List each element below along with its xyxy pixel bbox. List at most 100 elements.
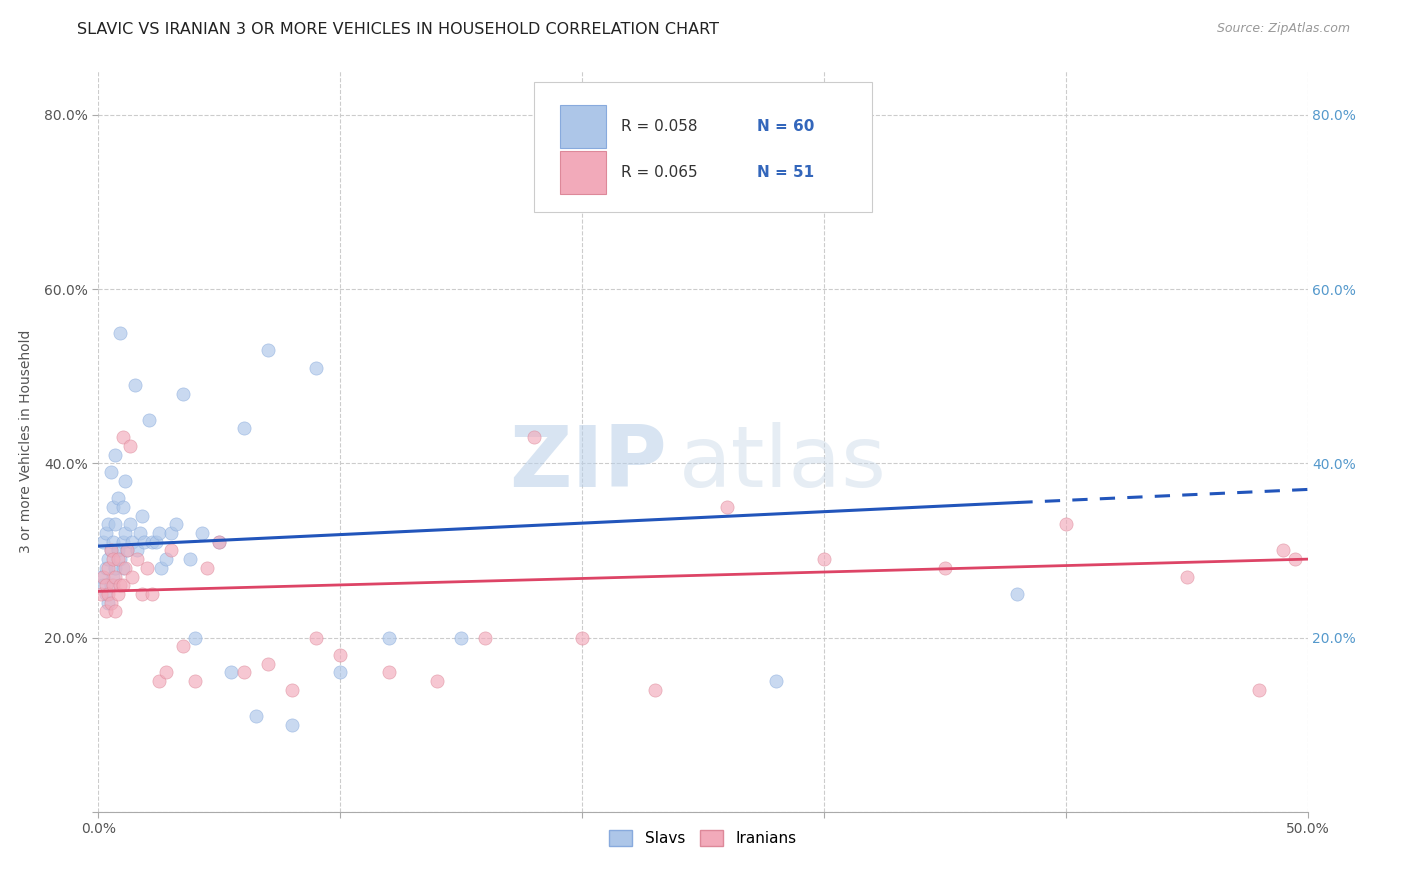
Slavs (91, 534, 114, 549)
Iranians (104, 569, 127, 583)
Iranians (329, 648, 352, 662)
Slavs (111, 534, 134, 549)
Slavs (160, 526, 183, 541)
Slavs (232, 421, 254, 435)
Iranians (474, 631, 496, 645)
Iranians (1284, 552, 1306, 566)
Slavs (172, 386, 194, 401)
Slavs (138, 413, 160, 427)
Iranians (107, 587, 129, 601)
Slavs (118, 517, 141, 532)
Slavs (97, 552, 120, 566)
Iranians (118, 439, 141, 453)
Slavs (94, 561, 117, 575)
Slavs (111, 500, 134, 514)
Iranians (148, 674, 170, 689)
Iranians (111, 578, 134, 592)
Text: R = 0.058: R = 0.058 (621, 120, 697, 134)
Slavs (155, 552, 177, 566)
Slavs (305, 360, 328, 375)
Iranians (813, 552, 835, 566)
Iranians (91, 569, 114, 583)
Iranians (172, 639, 194, 653)
Slavs (114, 526, 136, 541)
Text: atlas: atlas (679, 422, 887, 505)
Slavs (124, 378, 146, 392)
Slavs (94, 526, 117, 541)
Iranians (135, 561, 157, 575)
FancyBboxPatch shape (561, 151, 606, 194)
Slavs (131, 508, 153, 523)
Slavs (107, 543, 129, 558)
Slavs (191, 526, 214, 541)
Iranians (97, 561, 120, 575)
Slavs (179, 552, 201, 566)
Iranians (195, 561, 218, 575)
Iranians (426, 674, 449, 689)
Slavs (108, 326, 131, 340)
Iranians (117, 543, 139, 558)
Slavs (150, 561, 173, 575)
Iranians (101, 578, 124, 592)
Slavs (208, 534, 231, 549)
Iranians (121, 569, 143, 583)
Slavs (91, 578, 114, 592)
Iranians (1054, 517, 1077, 532)
Slavs (127, 543, 149, 558)
Iranians (114, 561, 136, 575)
Iranians (256, 657, 278, 671)
Slavs (329, 665, 352, 680)
Slavs (571, 169, 593, 183)
Slavs (107, 491, 129, 505)
Slavs (101, 500, 124, 514)
Iranians (716, 500, 738, 514)
Slavs (108, 552, 131, 566)
Iranians (523, 430, 546, 444)
Text: Source: ZipAtlas.com: Source: ZipAtlas.com (1216, 22, 1350, 36)
Slavs (450, 631, 472, 645)
Text: N = 51: N = 51 (758, 165, 814, 180)
Iranians (1249, 682, 1271, 697)
Slavs (100, 465, 122, 479)
Slavs (114, 474, 136, 488)
Slavs (141, 534, 163, 549)
Iranians (101, 552, 124, 566)
Iranians (934, 561, 956, 575)
Slavs (117, 543, 139, 558)
Slavs (184, 631, 207, 645)
Slavs (94, 587, 117, 601)
Slavs (256, 343, 278, 357)
Slavs (104, 517, 127, 532)
FancyBboxPatch shape (561, 105, 606, 148)
Iranians (90, 587, 112, 601)
Slavs (101, 569, 124, 583)
Slavs (281, 717, 304, 731)
Slavs (97, 596, 120, 610)
Slavs (100, 578, 122, 592)
Slavs (121, 534, 143, 549)
Iranians (111, 430, 134, 444)
FancyBboxPatch shape (534, 82, 872, 212)
Slavs (104, 561, 127, 575)
Iranians (1175, 569, 1198, 583)
Legend: Slavs, Iranians: Slavs, Iranians (603, 824, 803, 852)
Iranians (184, 674, 207, 689)
Iranians (160, 543, 183, 558)
Slavs (90, 569, 112, 583)
Iranians (141, 587, 163, 601)
Y-axis label: 3 or more Vehicles in Household: 3 or more Vehicles in Household (20, 330, 32, 553)
Iranians (108, 578, 131, 592)
Slavs (245, 709, 267, 723)
Iranians (208, 534, 231, 549)
Slavs (221, 665, 243, 680)
Iranians (100, 543, 122, 558)
Iranians (281, 682, 304, 697)
Slavs (128, 526, 150, 541)
Text: R = 0.065: R = 0.065 (621, 165, 697, 180)
Iranians (571, 631, 593, 645)
Text: ZIP: ZIP (509, 422, 666, 505)
Iranians (644, 682, 666, 697)
Slavs (101, 534, 124, 549)
Iranians (94, 578, 117, 592)
Slavs (97, 517, 120, 532)
